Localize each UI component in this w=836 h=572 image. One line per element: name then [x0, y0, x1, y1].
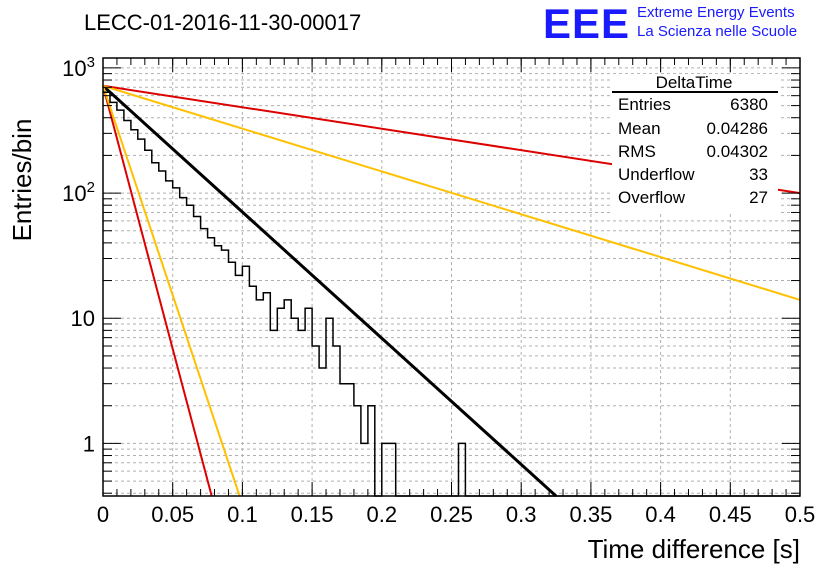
x-tick-label: 0.15 [291, 502, 334, 527]
stats-entries-label: Entries [618, 95, 671, 114]
fit-curve [102, 85, 213, 497]
stats-box-background [612, 74, 778, 214]
fit-curve [102, 85, 241, 497]
x-tick-label: 0.4 [645, 502, 676, 527]
eee-logo: EEE [543, 0, 631, 47]
x-tick-label: 0.35 [569, 502, 612, 527]
stats-underflow-label: Underflow [618, 165, 695, 184]
x-tick-label: 0.2 [367, 502, 398, 527]
x-tick-label: 0.25 [430, 502, 473, 527]
stats-mean-value: 0.04286 [707, 119, 768, 138]
stats-entries-value: 6380 [730, 95, 768, 114]
x-tick-label: 0 [97, 502, 109, 527]
stats-box-title: DeltaTime [656, 73, 733, 92]
x-axis-title: Time difference [s] [588, 534, 800, 564]
y-tick-label: 10 [71, 306, 95, 331]
stats-overflow-value: 27 [749, 188, 768, 207]
stats-overflow-label: Overflow [618, 188, 686, 207]
x-tick-label: 0.05 [151, 502, 194, 527]
x-tick-label: 0.45 [709, 502, 752, 527]
y-tick-label: 1 [83, 431, 95, 456]
y-tick-label: 102 [62, 179, 95, 206]
stats-mean-label: Mean [618, 119, 661, 138]
fit-curve [102, 84, 801, 301]
eee-logo-line1: Extreme Energy Events [637, 4, 795, 21]
plot-title: LECC-01-2016-11-30-00017 [84, 10, 362, 35]
eee-logo-line2: La Scienza nelle Scuole [637, 23, 798, 40]
stats-rms-label: RMS [618, 142, 656, 161]
stats-underflow-value: 33 [749, 165, 768, 184]
x-tick-label: 0.5 [785, 502, 816, 527]
x-tick-label: 0.1 [227, 502, 258, 527]
fit-curve [101, 84, 558, 498]
x-tick-label: 0.3 [506, 502, 537, 527]
y-tick-label: 103 [62, 54, 95, 81]
stats-rms-value: 0.04302 [707, 142, 768, 161]
y-axis-title: Entries/bin [7, 119, 37, 242]
stats-box: DeltaTime Entries 6380 Mean 0.04286 RMS … [612, 73, 778, 214]
